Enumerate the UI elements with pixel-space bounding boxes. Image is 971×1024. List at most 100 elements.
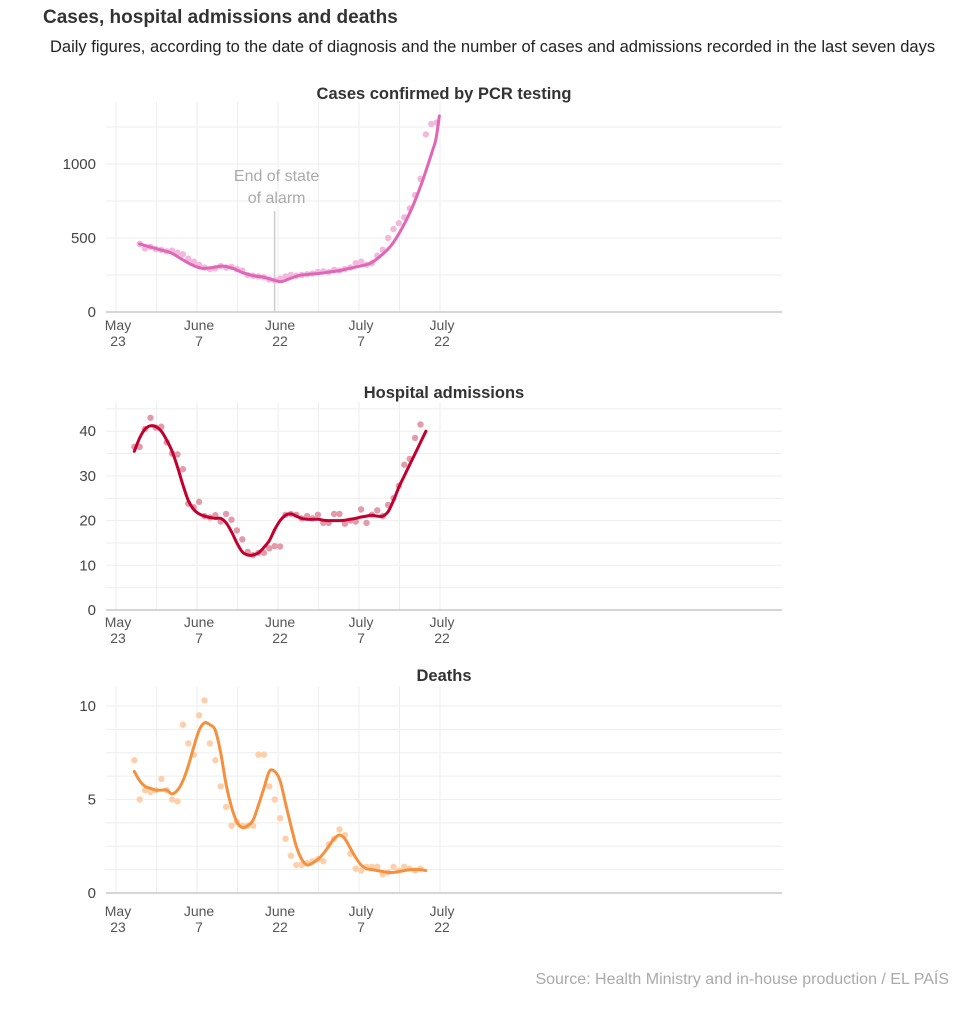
admissions-data-point (336, 510, 343, 518)
cases-data-point (422, 131, 430, 138)
admissions-data-point (228, 516, 235, 523)
deaths-data-point (357, 867, 365, 874)
cases-x-tick-label: May (105, 317, 131, 333)
deaths-data-point (158, 775, 165, 783)
admissions-panel: Hospital admissions010203040May23June7Ju… (79, 384, 782, 646)
admissions-y-tick-label: 20 (79, 513, 96, 530)
admissions-data-point (417, 421, 424, 428)
admissions-x-tick-label: May (105, 614, 131, 630)
annotation-label: of alarm (248, 190, 306, 207)
deaths-data-point (217, 783, 224, 790)
deaths-x-tick-label: May (105, 903, 131, 919)
cases-x-tick-label: July (430, 317, 455, 333)
admissions-panel-title: Hospital admissions (364, 384, 524, 402)
deaths-data-point (320, 858, 327, 865)
cases-data-point (179, 251, 187, 258)
deaths-data-point (293, 861, 300, 869)
deaths-data-point (336, 826, 343, 833)
deaths-data-point (136, 796, 143, 803)
cases-x-tick-label: June (265, 317, 296, 333)
admissions-data-point (357, 506, 365, 513)
admissions-data-point (271, 542, 278, 550)
admissions-data-point (341, 520, 349, 527)
admissions-x-tick-label: 22 (272, 630, 288, 646)
cases-trend-line (138, 114, 441, 284)
deaths-y-tick-label: 5 (88, 792, 96, 809)
admissions-y-tick-label: 30 (79, 468, 96, 485)
deaths-x-tick-label: 7 (195, 919, 203, 935)
admissions-x-tick-label: July (430, 614, 455, 630)
deaths-x-tick-label: July (349, 903, 374, 919)
deaths-x-tick-label: June (265, 903, 296, 919)
admissions-x-tick-label: 7 (195, 630, 203, 646)
deaths-data-point (174, 798, 181, 805)
deaths-data-point (390, 863, 397, 871)
cases-panel-title: Cases confirmed by PCR testing (317, 85, 572, 103)
admissions-trend-line (132, 424, 428, 557)
admissions-data-point (222, 510, 230, 518)
cases-x-tick-label: 7 (357, 333, 365, 349)
deaths-y-tick-label: 0 (88, 885, 96, 902)
deaths-data-point (282, 835, 289, 842)
cases-y-tick-label: 500 (71, 230, 96, 247)
annotation-label: End of state (234, 168, 319, 185)
deaths-data-point (271, 796, 278, 803)
admissions-y-tick-label: 0 (88, 602, 96, 619)
deaths-data-point (352, 865, 359, 872)
admissions-x-tick-label: July (349, 614, 374, 630)
deaths-data-point (222, 803, 230, 811)
deaths-data-point (287, 852, 295, 859)
admissions-x-tick-label: June (184, 614, 215, 630)
deaths-x-tick-label: July (430, 903, 455, 919)
cases-x-tick-label: 22 (434, 333, 450, 349)
deaths-data-point (212, 757, 219, 764)
cases-x-tick-label: 7 (195, 333, 203, 349)
deaths-data-point (276, 815, 284, 822)
admissions-data-point (174, 451, 181, 458)
cases-x-tick-label: June (184, 317, 215, 333)
deaths-data-point (266, 783, 273, 790)
deaths-data-point (131, 757, 138, 764)
admissions-data-point (314, 511, 322, 518)
cases-y-tick-label: 0 (88, 304, 96, 321)
deaths-data-point (168, 796, 176, 803)
cases-x-tick-label: 22 (272, 333, 288, 349)
cases-data-point (352, 259, 359, 267)
deaths-x-tick-label: 23 (110, 919, 126, 935)
cases-panel: Cases confirmed by PCR testing 0 500 1000 Ma… (63, 85, 782, 349)
admissions-x-tick-label: June (265, 614, 296, 630)
deaths-x-tick-label: 22 (272, 919, 288, 935)
admissions-x-tick-label: 23 (110, 630, 126, 646)
admissions-y-tick-label: 40 (79, 423, 96, 440)
admissions-data-point (411, 434, 419, 442)
cases-data-point (390, 225, 397, 233)
deaths-data-point (185, 740, 192, 747)
cases-data-point (185, 255, 192, 262)
deaths-data-point (260, 751, 268, 758)
admissions-data-point (233, 527, 241, 534)
deaths-data-point (374, 863, 381, 871)
cases-data-point (395, 220, 403, 227)
admissions-data-point (179, 465, 187, 473)
admissions-data-point (401, 461, 408, 468)
admissions-data-point (195, 498, 203, 506)
cases-x-tick-label: July (349, 317, 374, 333)
deaths-trend-line (132, 721, 428, 875)
admissions-data-point (239, 536, 246, 543)
admissions-y-tick-label: 10 (79, 557, 96, 574)
admissions-x-tick-label: 7 (357, 630, 365, 646)
cases-x-tick-label: 23 (110, 333, 126, 349)
deaths-data-point (255, 751, 262, 758)
deaths-x-tick-label: June (184, 903, 215, 919)
deaths-panel-title: Deaths (416, 667, 471, 685)
deaths-x-tick-label: 7 (357, 919, 365, 935)
cases-y-tick-label: 1000 (63, 156, 96, 173)
admissions-data-point (363, 519, 370, 527)
deaths-x-tick-label: 22 (434, 919, 450, 935)
admissions-data-point (374, 507, 381, 514)
admissions-data-point (147, 414, 154, 421)
deaths-data-point (201, 697, 208, 704)
deaths-y-tick-label: 10 (79, 698, 96, 715)
